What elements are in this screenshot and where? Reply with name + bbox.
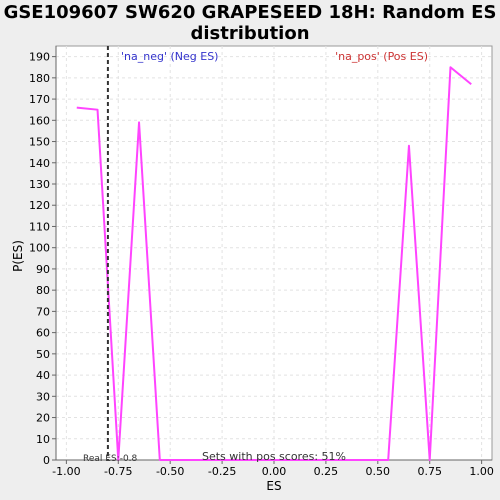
legend-neg-es: 'na_neg' (Neg ES) <box>121 50 218 63</box>
y-tick-label: 120 <box>29 199 50 212</box>
y-axis-title: P(ES) <box>11 240 25 272</box>
x-tick-label: -1.00 <box>52 465 80 478</box>
x-tick-label: 0.00 <box>262 465 287 478</box>
pos-scores-annotation: Sets with pos scores: 51% <box>202 450 346 463</box>
y-tick-label: 90 <box>36 263 50 276</box>
real-es-label: Real ES:-0.8 <box>83 454 138 464</box>
y-tick-label: 50 <box>36 348 50 361</box>
y-tick-label: 60 <box>36 327 50 340</box>
y-tick-label: 10 <box>36 433 50 446</box>
y-tick-label: 30 <box>36 390 50 403</box>
y-tick-label: 40 <box>36 369 50 382</box>
chart-title: GSE109607 SW620 GRAPESEED 18H: Random ES… <box>3 2 497 44</box>
x-tick-label: 0.50 <box>366 465 391 478</box>
y-tick-label: 150 <box>29 136 50 149</box>
x-tick-label: -0.25 <box>208 465 236 478</box>
y-tick-label: 70 <box>36 305 50 318</box>
x-tick-label: -0.50 <box>156 465 184 478</box>
y-tick-label: 110 <box>29 220 50 233</box>
y-tick-label: 0 <box>43 454 50 467</box>
x-tick-label: 0.75 <box>417 465 442 478</box>
y-tick-label: 170 <box>29 93 50 106</box>
x-tick-label: 0.25 <box>314 465 339 478</box>
legend-pos-es: 'na_pos' (Pos ES) <box>335 50 428 63</box>
x-tick-label: 1.00 <box>469 465 494 478</box>
x-tick-label: -0.75 <box>104 465 132 478</box>
y-tick-label: 140 <box>29 157 50 170</box>
y-tick-label: 100 <box>29 242 50 255</box>
y-tick-label: 130 <box>29 178 50 191</box>
y-tick-label: 160 <box>29 114 50 127</box>
y-tick-label: 180 <box>29 72 50 85</box>
y-tick-label: 190 <box>29 51 50 64</box>
grid-lines <box>56 46 492 461</box>
y-tick-label: 20 <box>36 412 50 425</box>
x-axis-title: ES <box>266 479 281 493</box>
axes: 0 10 20 30 40 50 60 70 80 90 100 110 120 130 140 150 160… <box>29 46 494 478</box>
y-tick-label: 80 <box>36 284 50 297</box>
